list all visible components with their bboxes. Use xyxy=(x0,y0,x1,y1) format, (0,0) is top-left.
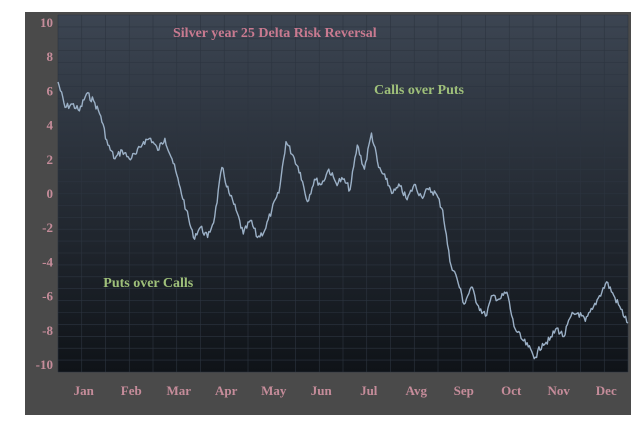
annotation-label: Calls over Puts xyxy=(374,83,465,98)
y-axis-ticks: 10 8 6 4 2 0 -2 -4 -6 -8 -10 xyxy=(36,15,54,372)
x-tick-label: Sep xyxy=(454,383,474,398)
x-tick-label: Avg xyxy=(406,383,428,398)
grid-lines xyxy=(57,14,629,373)
x-axis-ticks: Jan Feb Mar Apr May Jun Jul Avg Sep Oct Nov Dec xyxy=(74,383,617,398)
y-tick-label: 0 xyxy=(47,186,54,201)
y-tick-label: -4 xyxy=(42,254,53,269)
series-line xyxy=(57,81,629,360)
y-tick-label: 6 xyxy=(47,83,54,98)
y-tick-label: -8 xyxy=(42,323,53,338)
x-tick-label: Nov xyxy=(548,383,571,398)
x-tick-label: Jan xyxy=(74,383,95,398)
y-tick-label: 4 xyxy=(47,118,54,133)
annotations: Calls over Puts Puts over Calls xyxy=(103,83,464,291)
y-tick-label: 2 xyxy=(47,152,54,167)
series-layer xyxy=(57,81,629,360)
x-tick-label: Mar xyxy=(166,383,191,398)
risk-reversal-chart: 10 8 6 4 2 0 -2 -4 -6 -8 -10 Jan Feb Mar Apr May Jun Jul… xyxy=(36,14,629,398)
x-tick-label: Oct xyxy=(501,383,522,398)
x-tick-label: May xyxy=(261,383,287,398)
x-tick-label: Dec xyxy=(596,383,617,398)
chart-title: Silver year 25 Delta Risk Reversal xyxy=(173,26,377,41)
y-tick-label: 10 xyxy=(40,15,53,30)
x-tick-label: Feb xyxy=(121,383,142,398)
y-tick-label: -2 xyxy=(42,220,53,235)
x-tick-label: Apr xyxy=(215,383,238,398)
y-tick-label: -6 xyxy=(42,289,53,304)
x-tick-label: Jun xyxy=(311,383,333,398)
annotation-label: Puts over Calls xyxy=(103,276,194,291)
x-tick-label: Jul xyxy=(360,383,378,398)
y-tick-label: 8 xyxy=(47,49,54,64)
chart-frame: 10 8 6 4 2 0 -2 -4 -6 -8 -10 Jan Feb Mar Apr May Jun Jul… xyxy=(25,12,631,415)
y-tick-label: -10 xyxy=(36,357,53,372)
